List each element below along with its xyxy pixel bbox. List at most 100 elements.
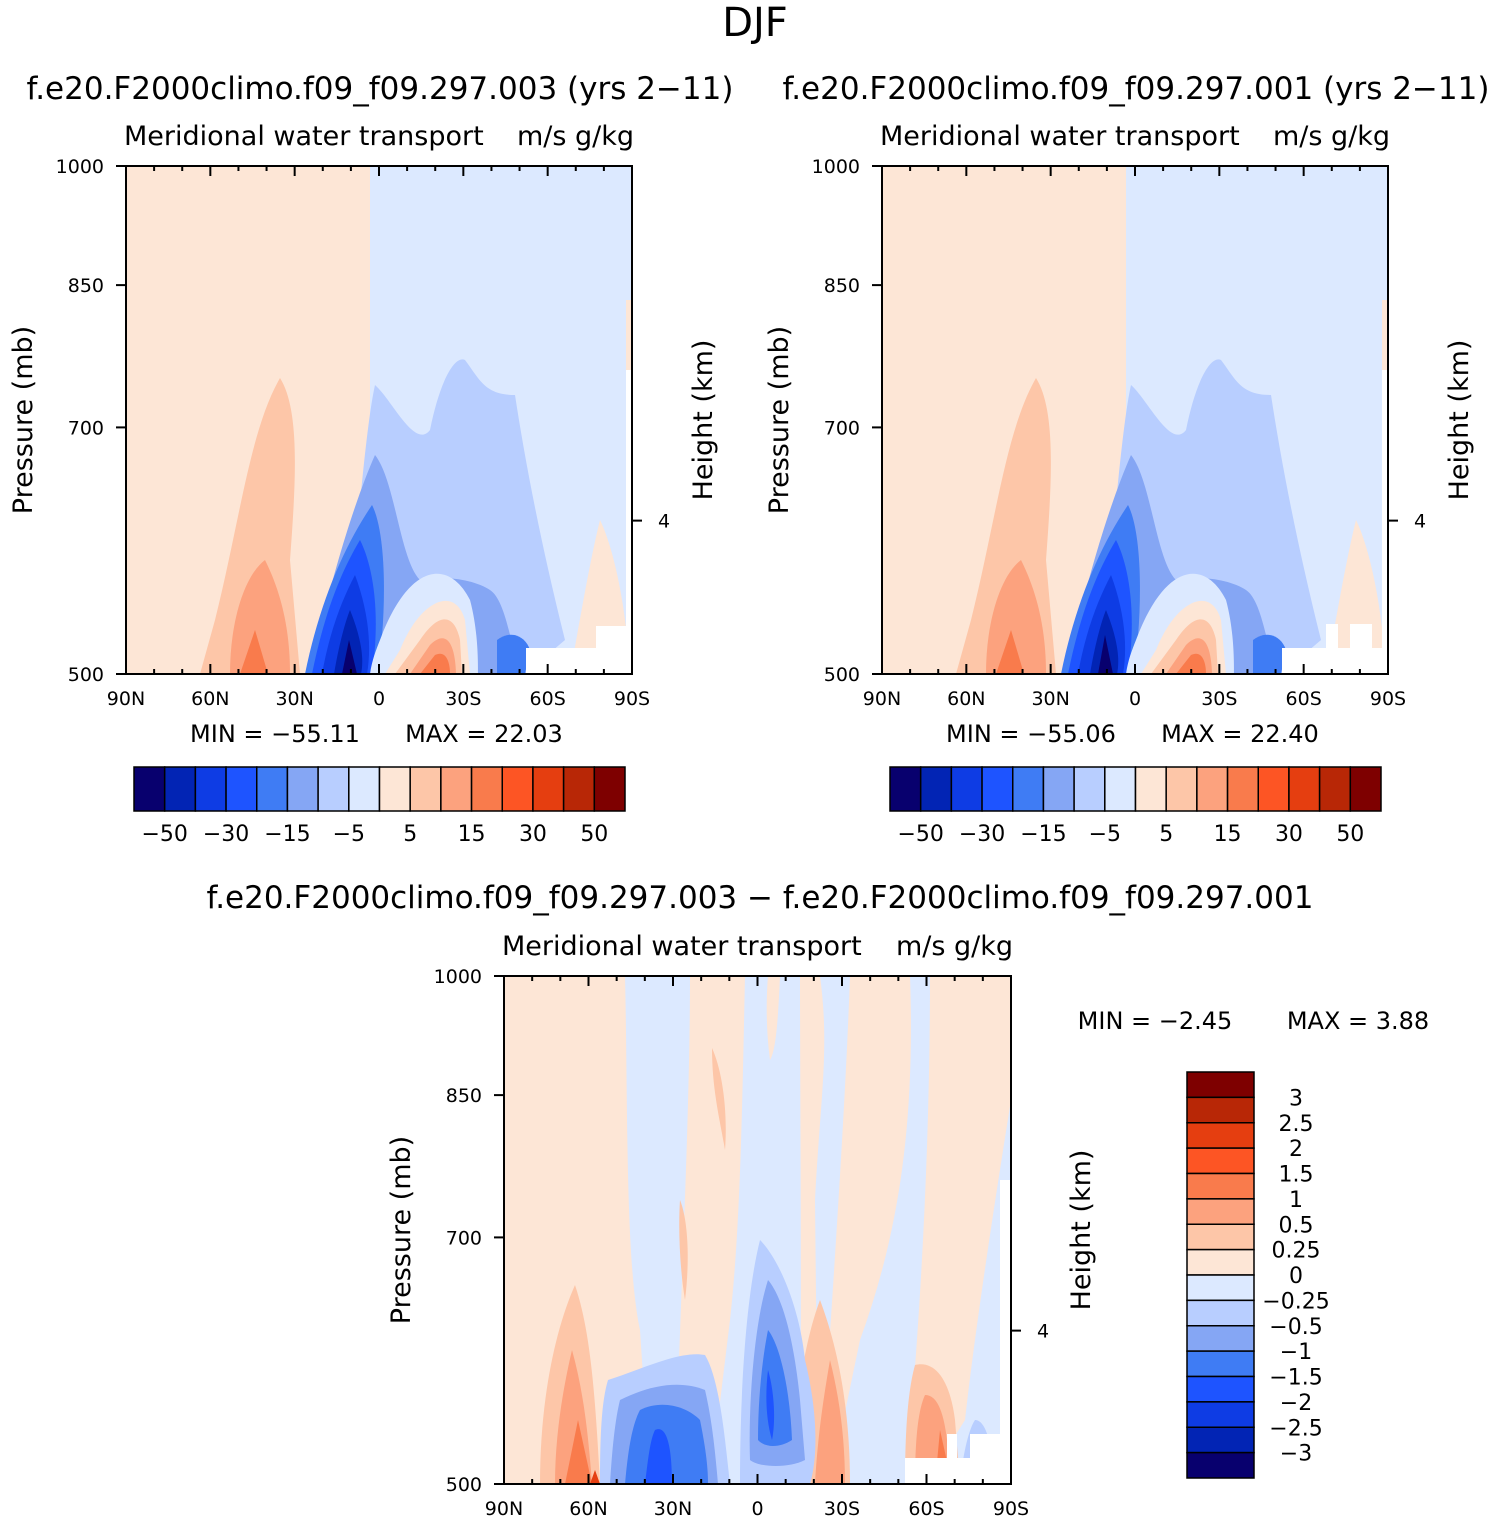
colorbar-swatch	[1134, 766, 1167, 812]
x-tick-label: 30N	[275, 688, 313, 710]
y-tick-label: 1000	[56, 156, 104, 178]
colorbar-label: 50	[1336, 822, 1364, 847]
colorbar-swatch	[1186, 1248, 1255, 1276]
y-tick-label: 850	[446, 1085, 482, 1107]
panel-b-field	[882, 166, 1388, 674]
colorbar-swatch	[163, 766, 197, 812]
colorbar-label: 2.5	[1279, 1112, 1314, 1137]
colorbar-swatch	[981, 766, 1014, 812]
colorbar-label: 1	[1289, 1188, 1303, 1213]
colorbar-label: −0.5	[1269, 1315, 1322, 1340]
colorbar-label: −5	[1089, 822, 1121, 847]
x-tick-label: 60N	[569, 1498, 607, 1520]
panel-a: f.e20.F2000climo.f09_f09.297.003 (yrs 2−…	[8, 71, 733, 847]
x-tick-label: 0	[373, 688, 385, 710]
panel-a-title: f.e20.F2000climo.f09_f09.297.003 (yrs 2−…	[27, 71, 734, 107]
colorbar-swatch	[409, 766, 442, 812]
panel-b-min: MIN = −55.06	[946, 720, 1116, 748]
colorbar-swatch	[1226, 766, 1259, 812]
y-tick-label: 700	[446, 1227, 482, 1249]
y-tick-label: 850	[68, 275, 104, 297]
panel-b-ylabel-right: Height (km)	[1444, 340, 1475, 501]
y-tick-label: 1000	[812, 156, 860, 178]
x-tick-label: 0	[751, 1498, 763, 1520]
panel-c: f.e20.F2000climo.f09_f09.297.003 − f.e20…	[207, 880, 1430, 1520]
panel-a-subtitle-right: m/s g/kg	[517, 121, 634, 152]
x-tick-label: 60N	[947, 688, 985, 710]
panel-c-subtitle-right: m/s g/kg	[896, 931, 1013, 962]
panel-b-subtitle-left: Meridional water transport	[880, 121, 1240, 152]
colorbar-swatch	[1186, 1147, 1255, 1175]
colorbar-swatch	[532, 766, 565, 812]
x-tick-label: 90S	[614, 688, 650, 710]
colorbar-swatch	[1186, 1401, 1255, 1428]
colorbar-swatch	[1257, 766, 1290, 812]
y-tick-label: 500	[446, 1474, 482, 1496]
colorbar-swatch	[1186, 1096, 1255, 1124]
x-tick-label: 30S	[1201, 688, 1237, 710]
y-right-tick-label: 4	[1037, 1321, 1049, 1343]
colorbar-label: 50	[580, 822, 608, 847]
panel-a-ylabel: Pressure (mb)	[8, 326, 39, 514]
x-tick-label: 90S	[1370, 688, 1406, 710]
y-tick-label: 850	[824, 275, 860, 297]
colorbar-swatch	[919, 766, 953, 812]
colorbar-swatch	[1288, 766, 1321, 812]
colorbar-swatch	[1165, 766, 1198, 812]
y-tick-label: 500	[68, 664, 104, 686]
colorbar-label: 3	[1289, 1086, 1303, 1111]
panel-a-max: MAX = 22.03	[405, 720, 563, 748]
colorbar-swatch	[1186, 1375, 1255, 1403]
x-tick-label: 90N	[485, 1498, 523, 1520]
colorbar-swatch	[317, 766, 350, 812]
colorbar-swatch	[1012, 766, 1045, 812]
colorbar-swatch	[562, 766, 596, 812]
colorbar-label: −1.5	[1269, 1366, 1322, 1391]
panel-a-axes: 90N 60N 30N 0 30S 60S 90S 500 700 850 1000 4	[56, 156, 670, 710]
panel-c-max: MAX = 3.88	[1287, 1007, 1429, 1035]
colorbar-swatch	[1196, 766, 1229, 812]
panel-c-min: MIN = −2.45	[1078, 1007, 1233, 1035]
colorbar-swatch	[1186, 1274, 1255, 1302]
colorbar-label: −2	[1280, 1391, 1312, 1416]
colorbar-swatch	[1186, 1071, 1255, 1099]
panel-c-title: f.e20.F2000climo.f09_f09.297.003 − f.e20…	[207, 880, 1314, 916]
colorbar-label: 1.5	[1279, 1163, 1314, 1188]
colorbar-label: −50	[141, 822, 187, 847]
colorbar-swatch	[1186, 1223, 1255, 1251]
colorbar-label: 30	[1275, 822, 1303, 847]
colorbar-swatch	[1186, 1122, 1255, 1149]
colorbar-label: 15	[1214, 822, 1242, 847]
x-tick-label: 90N	[107, 688, 145, 710]
colorbar-label: 2	[1289, 1137, 1303, 1162]
colorbar-label: 5	[403, 822, 417, 847]
colorbar-swatch	[1186, 1325, 1255, 1352]
colorbar-swatch	[348, 766, 381, 812]
colorbar-label: −30	[959, 822, 1005, 847]
colorbar-swatch	[1186, 1198, 1255, 1225]
panel-a-min: MIN = −55.11	[190, 720, 360, 748]
x-tick-label: 90N	[863, 688, 901, 710]
panel-c-colorbar: 32.521.510.50.250−0.25−0.5−1−1.5−2−2.5−3	[1186, 1071, 1330, 1479]
x-tick-label: 30S	[445, 688, 481, 710]
y-tick-label: 500	[824, 664, 860, 686]
colorbar-swatch	[225, 766, 258, 812]
panel-b-subtitle-right: m/s g/kg	[1273, 121, 1390, 152]
colorbar-swatch	[440, 766, 473, 812]
panel-a-field	[126, 166, 632, 674]
colorbar-swatch	[501, 766, 534, 812]
x-tick-label: 60S	[530, 688, 566, 710]
panel-b-colorbar: −50 −30 −15 −5 5 15 30 50	[889, 766, 1382, 847]
colorbar-label: −3	[1280, 1442, 1312, 1467]
y-tick-label: 700	[824, 417, 860, 439]
panel-b-axes: 90N 60N 30N 0 30S 60S 90S 500 700 850 1000 4	[812, 156, 1426, 710]
colorbar-label: −0.25	[1262, 1289, 1329, 1314]
colorbar-swatch	[256, 766, 289, 812]
y-right-tick-label: 4	[658, 511, 670, 533]
panel-c-ylabel: Pressure (mb)	[386, 1136, 417, 1324]
y-tick-label: 1000	[434, 966, 482, 988]
colorbar-swatch	[1349, 766, 1382, 812]
x-tick-label: 60S	[1286, 688, 1322, 710]
panel-a-colorbar: −50 −30 −15 −5 5 15 30 50	[133, 766, 626, 847]
